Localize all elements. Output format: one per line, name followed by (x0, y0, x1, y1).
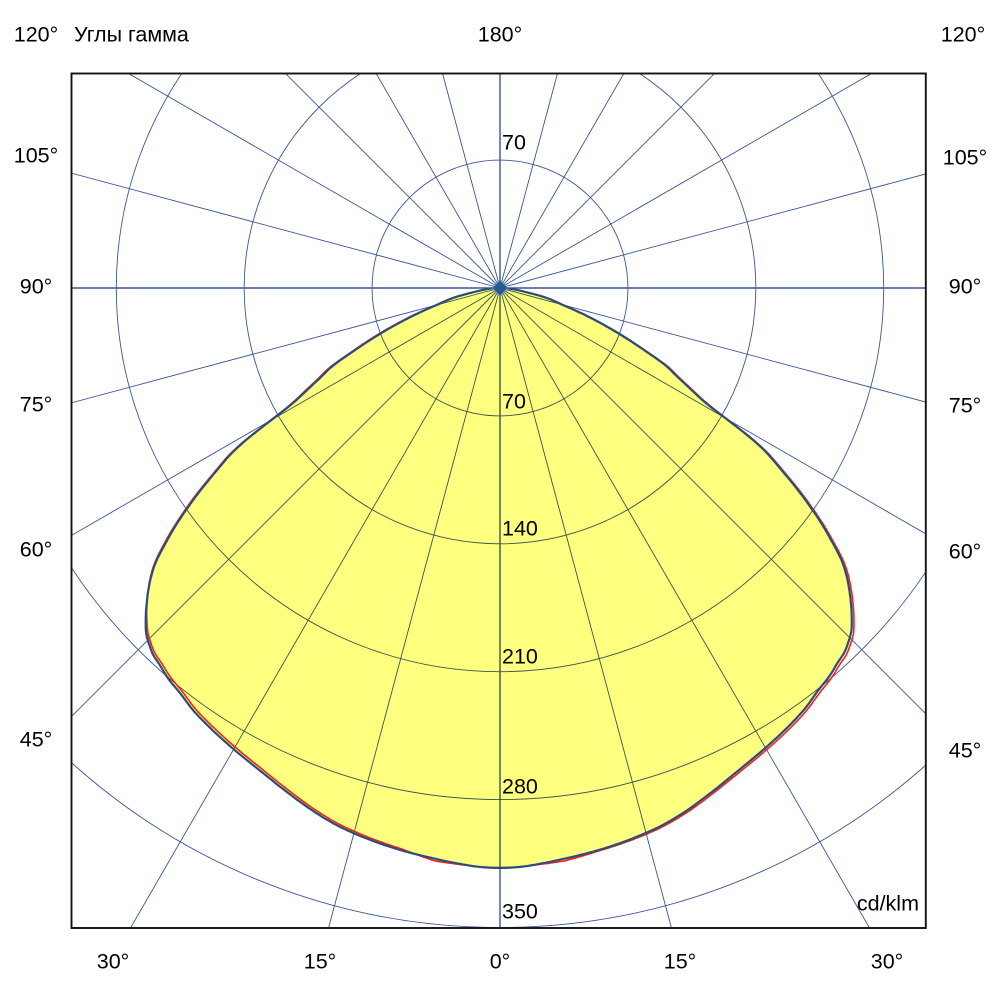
svg-text:30°: 30° (871, 950, 904, 974)
svg-text:105°: 105° (14, 144, 58, 168)
svg-text:90°: 90° (949, 275, 982, 299)
svg-text:140: 140 (502, 517, 538, 541)
svg-text:180°: 180° (478, 23, 522, 47)
svg-text:45°: 45° (20, 728, 53, 752)
svg-text:cd/klm: cd/klm (857, 892, 919, 916)
svg-text:120°: 120° (941, 23, 985, 47)
svg-text:350: 350 (502, 900, 538, 924)
svg-text:60°: 60° (20, 538, 53, 562)
svg-text:120°: 120° (14, 23, 58, 47)
svg-text:210: 210 (502, 645, 538, 669)
svg-text:15°: 15° (664, 950, 697, 974)
svg-text:0°: 0° (490, 950, 511, 974)
svg-text:70: 70 (502, 390, 526, 414)
svg-text:60°: 60° (949, 540, 982, 564)
svg-text:45°: 45° (949, 739, 982, 763)
svg-text:70: 70 (502, 131, 526, 155)
svg-text:90°: 90° (20, 275, 53, 299)
svg-text:75°: 75° (20, 393, 53, 417)
svg-text:Углы гамма: Углы гамма (74, 23, 189, 47)
svg-text:30°: 30° (97, 950, 130, 974)
svg-text:75°: 75° (949, 394, 982, 418)
svg-text:15°: 15° (304, 950, 337, 974)
svg-text:105°: 105° (943, 146, 987, 170)
svg-text:280: 280 (502, 775, 538, 799)
